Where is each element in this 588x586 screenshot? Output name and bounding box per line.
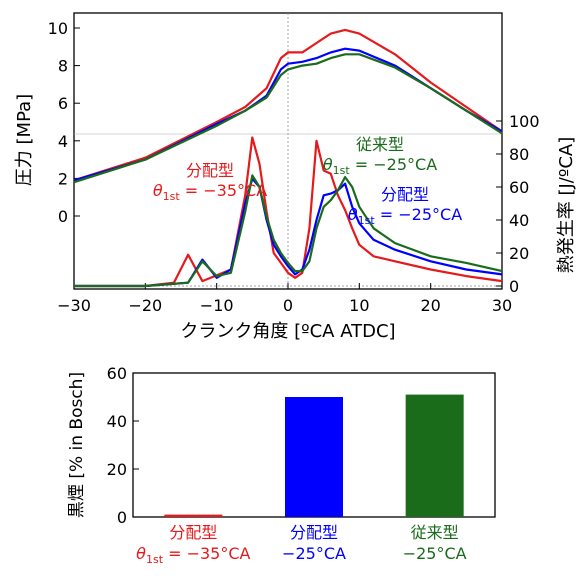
bottom-y-tick-label: 60	[107, 364, 127, 383]
bottom-y-tick-label: 40	[107, 412, 127, 431]
bar	[405, 394, 464, 517]
annotation-title: 分配型	[381, 185, 429, 204]
annotation-title: 従来型	[356, 135, 404, 154]
bottom-y-axis-label: 黒煙 [% in Bosch]	[67, 372, 87, 518]
annotation-title: 分配型	[186, 161, 234, 180]
x-tick-label: 30	[492, 296, 512, 315]
top-right-axis-label: 熱発生率 [J/ºCA]	[556, 137, 577, 274]
bottom-y-tick-label: 0	[117, 508, 127, 527]
bottom-chart: 0 20 40 60 黒煙 [% in Bosch] 分配型 θ1st = −35°CA…	[67, 364, 496, 566]
x-tick-label: 10	[349, 296, 369, 315]
annotation-theta: θ1st = −25°CA	[348, 205, 462, 227]
pressure-line-2	[73, 53, 503, 184]
right-tick-label: 40	[509, 211, 529, 230]
category-label-line1: 分配型	[169, 523, 217, 542]
left-tick-label: 2	[58, 169, 68, 188]
x-tick-label: −30	[57, 296, 91, 315]
bottom-y-tick-label: 20	[107, 460, 127, 479]
left-tick-label: 4	[58, 132, 68, 151]
left-tick-label: 8	[58, 57, 68, 76]
category-label-line2: −25°CA	[403, 544, 467, 563]
top-x-axis-label: クランク角度 [ºCA ATDC]	[180, 321, 395, 342]
right-tick-label: 0	[509, 277, 519, 296]
right-tick-label: 80	[509, 145, 529, 164]
annotation-theta: θ1st = −35°CA	[153, 181, 267, 203]
x-tick-label: 20	[420, 296, 440, 315]
right-tick-label: 20	[509, 244, 529, 263]
category-label-line2: θ1st = −35°CA	[136, 544, 250, 566]
right-tick-label: 100	[509, 112, 540, 131]
annotation-theta: θ1st = −25°CA	[323, 155, 437, 177]
x-tick-label: −20	[128, 296, 162, 315]
bars	[164, 394, 464, 517]
category-label-line2: −25°CA	[282, 544, 346, 563]
top-left-axis-label: 圧力 [MPa]	[14, 94, 35, 186]
x-tick-label: −10	[200, 296, 234, 315]
top-series	[73, 28, 503, 288]
left-tick-label: 6	[58, 94, 68, 113]
heat-release-line-2	[74, 174, 503, 288]
category-label-line1: 分配型	[290, 523, 338, 542]
category-labels: 分配型 θ1st = −35°CA 分配型 −25°CA 従来型 −25°CA	[136, 523, 466, 566]
right-tick-label: 60	[509, 178, 529, 197]
x-tick-label: 0	[283, 296, 293, 315]
pressure-line-0	[73, 28, 503, 182]
bar	[164, 514, 223, 517]
bottom-ticks: 0 20 40 60	[107, 364, 139, 527]
left-tick-label: 0	[58, 207, 68, 226]
left-tick-label: 10	[48, 19, 68, 38]
bar	[285, 397, 343, 517]
category-label-line1: 従来型	[411, 523, 459, 542]
